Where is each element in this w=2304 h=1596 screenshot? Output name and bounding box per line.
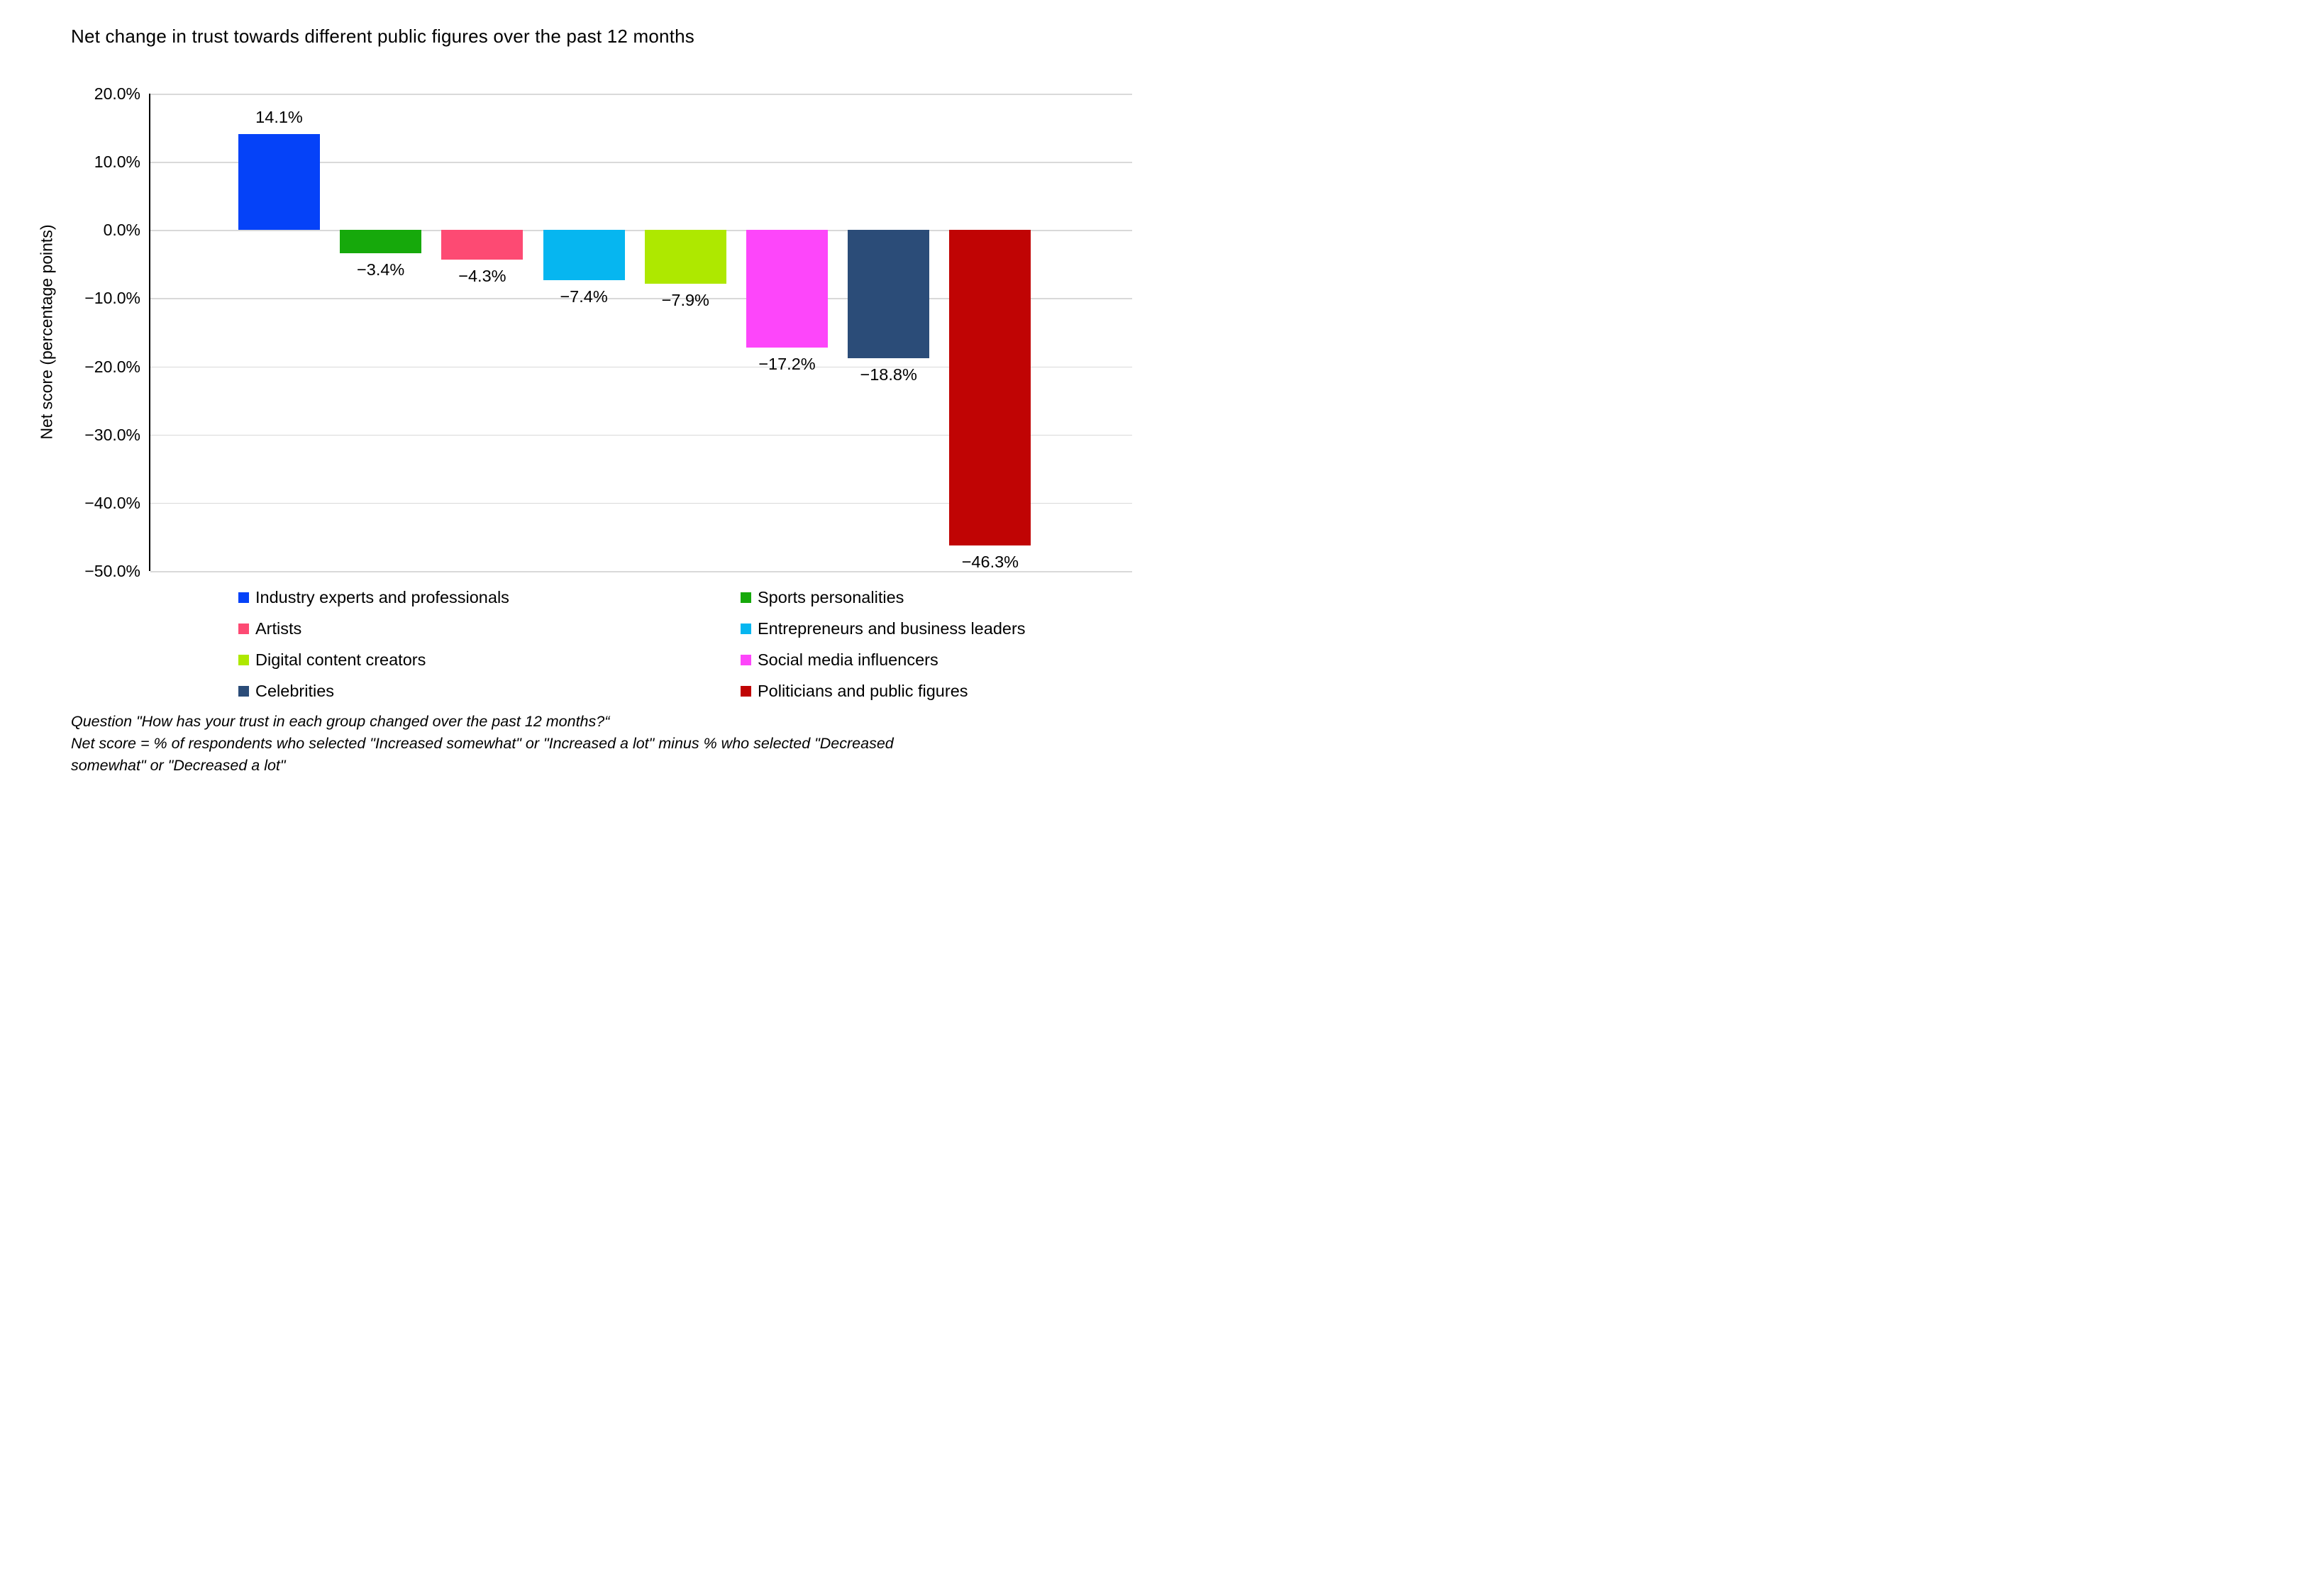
legend-column-1: Industry experts and professionals Artist… bbox=[238, 589, 509, 699]
gridline bbox=[150, 94, 1132, 95]
bar-value-label: −46.3% bbox=[961, 553, 1019, 572]
gridline bbox=[150, 571, 1132, 572]
legend-label: Politicians and public figures bbox=[758, 682, 968, 700]
bar-value-label: −7.9% bbox=[661, 291, 709, 310]
legend-item: Sports personalities bbox=[741, 589, 1026, 606]
y-axis-title: Net score (percentage points) bbox=[37, 224, 56, 440]
legend-label: Industry experts and professionals bbox=[255, 588, 509, 606]
gridline bbox=[150, 434, 1132, 436]
bar-5 bbox=[644, 230, 726, 284]
footnote-line-2: Net score = % of respondents who selecte… bbox=[71, 735, 894, 752]
legend-label: Social media influencers bbox=[758, 650, 938, 669]
plot-area: 14.1% −3.4% −4.3% −7.4% −7.9% −17.2% −18.8% −46… bbox=[149, 94, 1132, 572]
bar-8 bbox=[949, 230, 1031, 546]
gridline bbox=[150, 162, 1132, 163]
legend-item: Politicians and public figures bbox=[741, 682, 1026, 699]
bar-2 bbox=[340, 230, 422, 253]
bar-3 bbox=[441, 230, 524, 260]
gridline bbox=[150, 366, 1132, 368]
y-tick-label: 20.0% bbox=[94, 84, 140, 103]
bar-value-label: 14.1% bbox=[255, 107, 303, 126]
footnote-line-1: Question "How has your trust in each gro… bbox=[71, 713, 610, 730]
y-tick-label: −10.0% bbox=[84, 289, 140, 308]
legend-item: Industry experts and professionals bbox=[238, 589, 509, 606]
bar-value-label: −17.2% bbox=[758, 354, 816, 373]
legend-swatch bbox=[741, 592, 751, 603]
gridline bbox=[150, 230, 1132, 231]
chart-title: Net change in trust towards different pu… bbox=[71, 26, 694, 47]
legend-column-2: Sports personalities Entrepreneurs and bu… bbox=[741, 589, 1026, 699]
gridline bbox=[150, 502, 1132, 504]
legend-item: Artists bbox=[238, 620, 509, 637]
y-tick-label: −40.0% bbox=[84, 493, 140, 512]
footnote: Question "How has your trust in each gro… bbox=[71, 711, 1078, 777]
bar-value-label: −18.8% bbox=[860, 365, 917, 384]
bar-4 bbox=[543, 230, 625, 281]
legend-swatch bbox=[238, 623, 249, 634]
legend-item: Social media influencers bbox=[741, 651, 1026, 668]
chart-canvas: Net change in trust towards different pu… bbox=[0, 0, 1152, 798]
y-tick-label: −50.0% bbox=[84, 562, 140, 580]
legend-item: Entrepreneurs and business leaders bbox=[741, 620, 1026, 637]
bar-1 bbox=[238, 133, 320, 231]
y-tick-label: −20.0% bbox=[84, 357, 140, 376]
legend-label: Artists bbox=[255, 619, 302, 638]
bar-value-label: −7.4% bbox=[560, 287, 608, 306]
legend-item: Celebrities bbox=[238, 682, 509, 699]
legend-label: Entrepreneurs and business leaders bbox=[758, 619, 1026, 638]
legend-swatch bbox=[238, 654, 249, 665]
bar-6 bbox=[746, 230, 828, 348]
legend-swatch bbox=[741, 685, 751, 697]
legend-label: Sports personalities bbox=[758, 588, 904, 606]
bar-7 bbox=[848, 230, 930, 359]
legend-item: Digital content creators bbox=[238, 651, 509, 668]
footnote-line-3: somewhat" or "Decreased a lot" bbox=[71, 757, 286, 774]
legend-swatch bbox=[238, 685, 249, 697]
y-tick-label: 0.0% bbox=[103, 221, 140, 240]
legend-swatch bbox=[741, 623, 751, 634]
y-tick-label: −30.0% bbox=[84, 425, 140, 444]
legend-swatch bbox=[238, 592, 249, 603]
legend-swatch bbox=[741, 654, 751, 665]
bar-value-label: −3.4% bbox=[357, 260, 405, 279]
legend-label: Digital content creators bbox=[255, 650, 426, 669]
legend-label: Celebrities bbox=[255, 682, 335, 700]
gridline bbox=[150, 298, 1132, 300]
bar-value-label: −4.3% bbox=[458, 266, 506, 285]
y-tick-label: 10.0% bbox=[94, 153, 140, 172]
